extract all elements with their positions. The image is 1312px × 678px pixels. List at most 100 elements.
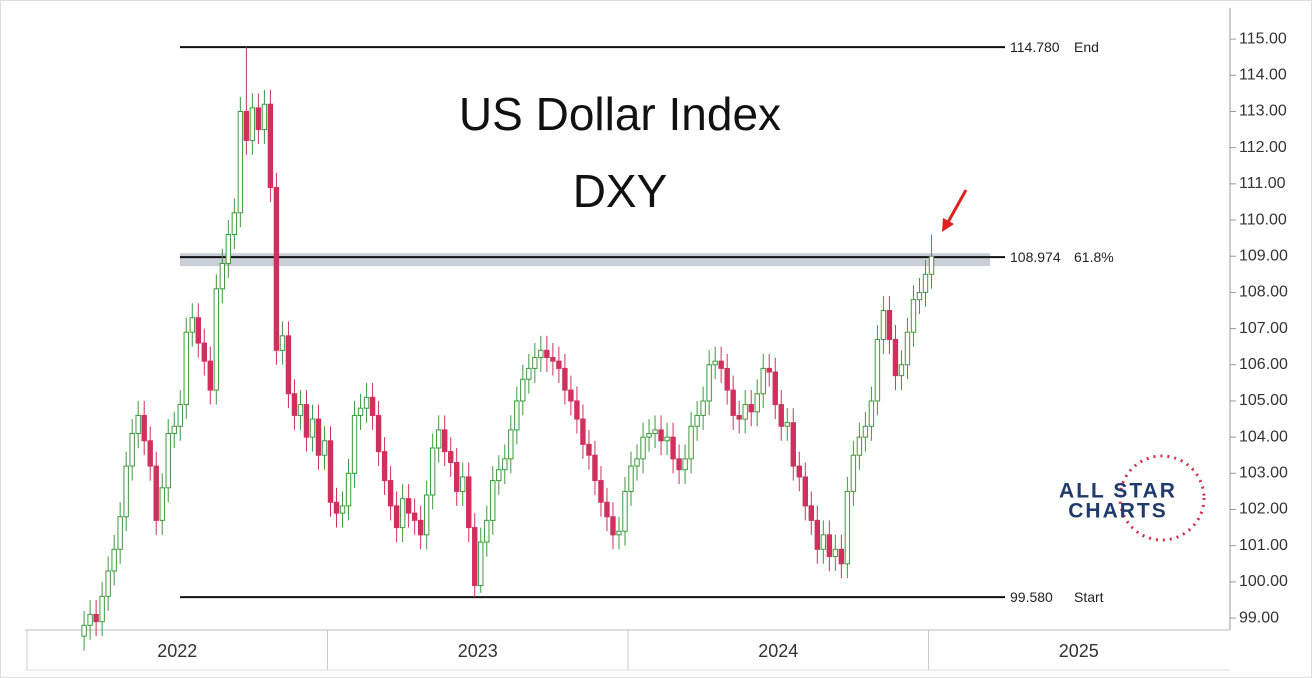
candle-body [664,436,670,442]
candle-body [814,519,821,550]
candle-body [490,480,496,521]
candle-body [153,465,159,521]
candle-body [724,367,730,391]
candle-body [460,476,466,492]
candle-body [682,458,688,471]
candle-body [333,501,340,514]
candle-body [778,404,784,427]
candle-body [454,461,460,492]
candle-body [526,367,532,380]
x-tick-label: 2022 [157,641,197,661]
y-tick-label: 104.00 [1239,428,1288,445]
candle-body [297,404,304,416]
candle-body [231,212,238,236]
candle-body [195,317,201,344]
candle-body [694,414,700,427]
y-tick-label: 102.00 [1239,501,1288,518]
candle-body [688,425,694,460]
arrow [945,189,968,225]
candle-body [568,389,574,402]
candle-body [562,367,568,391]
candle-body [484,519,490,543]
chart-subtitle: DXY [573,165,668,217]
candle-body [81,624,87,637]
candle-body [159,487,165,521]
y-tick-label: 113.00 [1239,103,1287,120]
candle-body [207,360,214,391]
candle-body [910,299,917,333]
candle-body [363,396,370,409]
candle-body [874,338,881,402]
candle-body [105,570,111,597]
candle-body [165,433,171,489]
candle-body [820,534,827,550]
chart-title: US Dollar Index [459,88,781,140]
plot-area: 99.00 100.00 101.00 102.00 103.00 104.00 105.0… [25,8,1288,671]
candle-body [634,458,640,467]
candle-body [898,364,905,377]
candle-body [508,429,514,460]
candle-body [586,443,592,456]
candle-body [135,414,141,435]
candle-body [321,440,328,456]
candle-body [201,342,207,362]
candle-body [291,393,298,416]
candle-body [345,472,352,507]
candle-body [441,429,448,453]
y-tick-label: 107.00 [1239,320,1288,337]
candle-body [754,393,760,413]
candle-body [922,273,929,293]
candle-body [928,255,935,275]
candle-body [862,425,869,438]
candle-body [712,360,718,366]
y-tick-label: 106.00 [1239,356,1288,373]
candle-body [592,454,598,482]
candle-body [676,458,682,471]
y-tick-label: 100.00 [1239,573,1288,590]
candle-body [904,331,911,366]
candle-body [808,505,815,521]
candle-body [628,465,634,492]
y-tick-label: 105.00 [1239,392,1288,409]
candle-body [544,349,550,359]
candle-body [387,480,394,507]
candle-body [129,433,135,467]
candle-body [616,530,622,536]
x-tick-label: 2024 [758,641,798,661]
candle-body [249,107,256,141]
candle-body [838,548,845,565]
y-tick-label: 112.00 [1239,139,1287,156]
candle-body [141,414,147,442]
candle-body [736,414,742,420]
candle-body [802,476,808,507]
candle-body [417,519,424,536]
candle-body [435,429,442,449]
y-tick-label: 115.00 [1239,30,1287,47]
candle-body [429,447,436,496]
candle-body [189,317,195,333]
candle-body [556,360,562,369]
x-tick-label: 2025 [1059,641,1099,661]
candle-body [478,541,484,586]
y-tick-label: 111.00 [1239,175,1286,192]
candle-body [832,548,839,558]
candle-body [339,505,346,514]
level-zone [180,253,990,267]
candle-body [718,360,724,369]
candle-body [93,613,99,623]
candle-body [327,440,334,503]
candle-body [147,440,153,467]
level-label: End [1074,39,1099,55]
x-tick-label: 2023 [458,641,498,661]
candle-body [411,512,418,521]
candle-body [177,404,183,427]
candle-body [171,425,177,435]
candle-body [351,414,358,474]
level-value: 99.580 [1010,589,1053,605]
candle-body [892,338,899,377]
y-tick-label: 110.00 [1239,211,1287,228]
candle-body [375,414,382,453]
candle-body [646,433,652,438]
candle-body [868,400,875,427]
